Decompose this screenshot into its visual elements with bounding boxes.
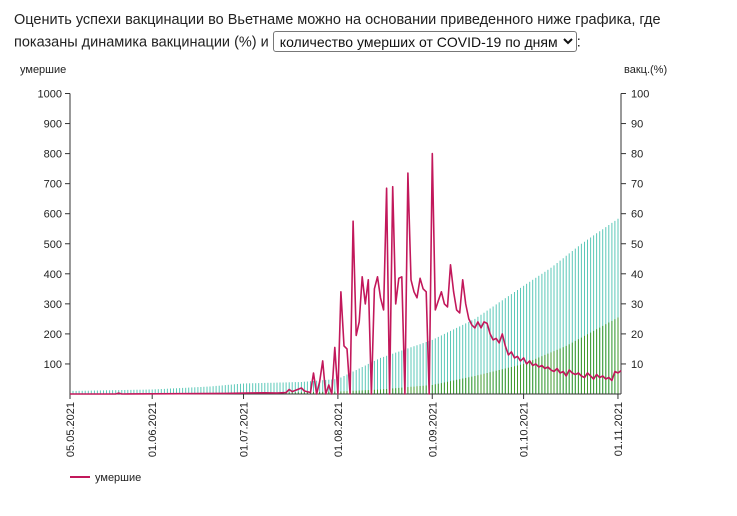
x-tick-label: 01.11.2021 xyxy=(613,402,625,456)
x-tick-label: 01.08.2021 xyxy=(333,402,345,457)
y-left-tick-label: 500 xyxy=(44,239,62,251)
y-left-tick-label: 900 xyxy=(44,119,62,131)
x-tick-label: 01.07.2021 xyxy=(239,402,251,457)
y-right-tick-label: 80 xyxy=(631,149,643,161)
y-left-tick-label: 600 xyxy=(44,209,62,221)
y-left-tick-label: 100 xyxy=(44,359,62,371)
x-tick-label: 01.09.2021 xyxy=(427,402,439,457)
y-right-tick-label: 70 xyxy=(631,179,643,191)
deaths-line-layer xyxy=(70,152,622,395)
y-right-tick-label: 30 xyxy=(631,299,643,311)
y-left-tick-label: 1000 xyxy=(38,89,62,101)
x-tick-label: 01.10.2021 xyxy=(519,402,531,457)
y-right-tick-label: 40 xyxy=(631,269,643,281)
y-right-tick-label: 90 xyxy=(631,119,643,131)
y-left-tick-label: 400 xyxy=(44,269,62,281)
legend-label-deaths: умершие xyxy=(95,472,141,484)
intro-text: Оценить успехи вакцинации во Вьетнаме мо… xyxy=(14,10,724,54)
intro-text-after: : xyxy=(576,34,581,51)
y-axis-right-label: вакц.(%) xyxy=(624,64,667,76)
legend: умершие xyxy=(70,472,141,484)
y-left-tick-label: 800 xyxy=(44,149,62,161)
y-right-tick-label: 10 xyxy=(631,359,643,371)
y-left-tick-label: 700 xyxy=(44,179,62,191)
y-axis-left-label: умершие xyxy=(20,64,66,76)
deaths-series-line xyxy=(70,152,622,395)
x-tick-label: 05.05.2021 xyxy=(65,402,77,457)
y-right-tick-label: 100 xyxy=(631,89,649,101)
y-right-tick-label: 20 xyxy=(631,329,643,341)
y-left-tick-label: 200 xyxy=(44,329,62,341)
y-left-tick-label: 300 xyxy=(44,299,62,311)
x-tick-label: 01.06.2021 xyxy=(147,402,159,457)
y-right-tick-label: 60 xyxy=(631,209,643,221)
metric-select[interactable]: количество умерших от COVID-19 по дням xyxy=(272,31,577,52)
y-right-tick-label: 50 xyxy=(631,239,643,251)
intro-text-before: Оценить успехи вакцинации во Вьетнаме мо… xyxy=(14,12,661,51)
